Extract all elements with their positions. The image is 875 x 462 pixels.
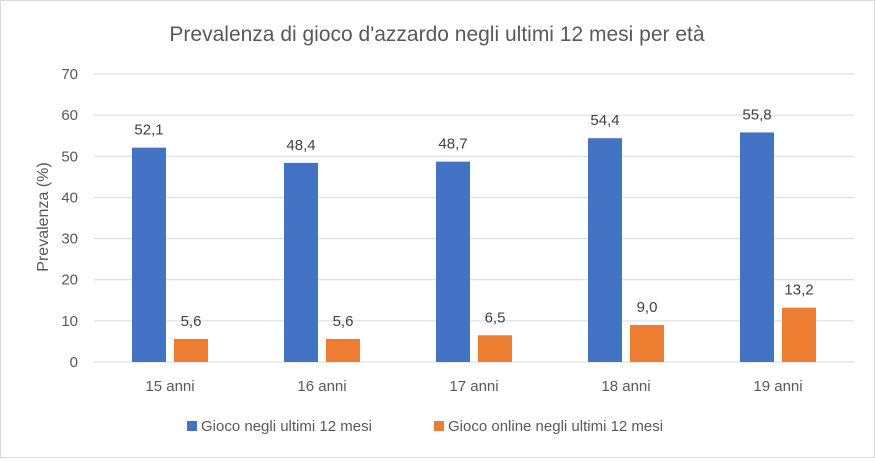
- legend-label: Gioco negli ultimi 12 mesi: [201, 418, 372, 435]
- x-tick-label: 18 anni: [601, 378, 650, 395]
- bars: 52,1 5,6 48,4 5,6 48,7 6,5 54,4 9,0 55,8 13,2: [132, 106, 816, 362]
- data-label: 9,0: [637, 299, 658, 316]
- data-label: 48,4: [286, 137, 315, 154]
- bar-gioco-online: [630, 324, 664, 362]
- y-tick-label: 70: [61, 66, 78, 83]
- data-label: 52,1: [134, 122, 163, 139]
- y-tick-label: 0: [70, 354, 78, 371]
- legend-label: Gioco online negli ultimi 12 mesi: [448, 418, 663, 435]
- bar-gioco-online: [782, 307, 816, 362]
- x-axis-ticks: 15 anni 16 anni 17 anni 18 anni 19 anni: [145, 378, 802, 395]
- x-tick-label: 19 anni: [753, 378, 802, 395]
- x-tick-label: 17 anni: [449, 378, 498, 395]
- data-label: 5,6: [333, 313, 354, 330]
- legend-swatch: [187, 421, 197, 431]
- bar-gioco-online: [478, 335, 512, 362]
- data-label: 6,5: [485, 309, 506, 326]
- bar-gioco: [588, 138, 622, 362]
- y-tick-label: 60: [61, 107, 78, 124]
- legend-swatch: [434, 421, 444, 431]
- y-axis-label: Prevalenza (%): [35, 162, 52, 271]
- x-tick-label: 15 anni: [145, 378, 194, 395]
- data-label: 48,7: [438, 136, 467, 153]
- bar-gioco: [132, 147, 166, 362]
- y-tick-label: 50: [61, 148, 78, 165]
- x-tick-label: 16 anni: [297, 378, 346, 395]
- y-tick-label: 20: [61, 272, 78, 289]
- bar-gioco: [740, 132, 774, 362]
- y-tick-label: 40: [61, 189, 78, 206]
- y-tick-label: 10: [61, 313, 78, 330]
- data-label: 13,2: [784, 282, 813, 299]
- bar-gioco: [436, 161, 470, 362]
- legend: Gioco negli ultimi 12 mesi Gioco online n…: [187, 418, 663, 435]
- y-tick-label: 30: [61, 231, 78, 248]
- data-label: 5,6: [181, 313, 202, 330]
- bar-gioco-online: [326, 338, 360, 362]
- bar-gioco-online: [174, 338, 208, 362]
- chart-title: Prevalenza di gioco d'azzardo negli ulti…: [169, 23, 704, 46]
- bar-gioco: [284, 162, 318, 362]
- gridlines: [94, 73, 854, 363]
- y-axis-ticks: 0 10 20 30 40 50 60 70: [61, 66, 78, 371]
- data-label: 55,8: [742, 106, 771, 123]
- data-label: 54,4: [590, 112, 619, 129]
